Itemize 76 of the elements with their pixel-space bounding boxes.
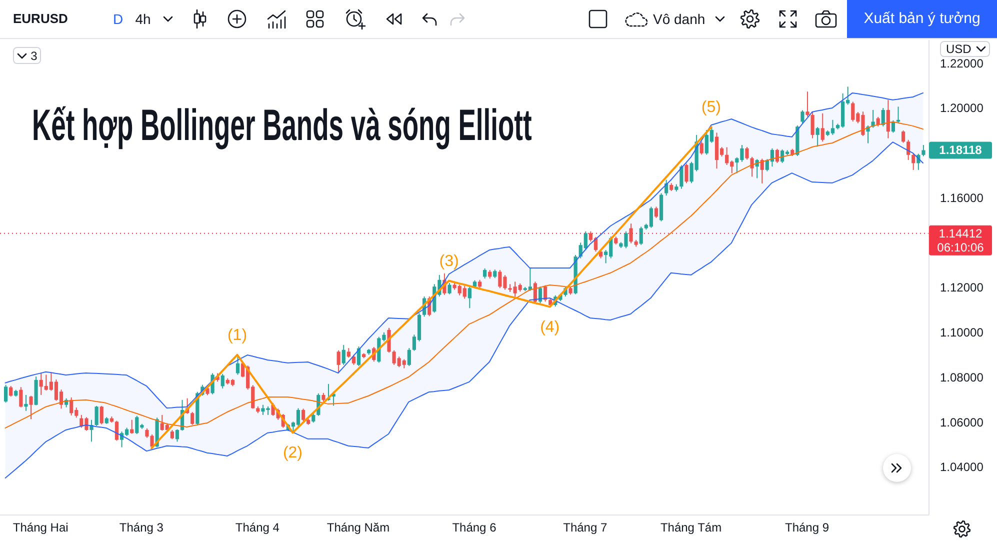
ref-line-label: 1.14412 [938,226,983,240]
publish-button: Xuất bản ý tưởng [847,0,997,38]
candlestick [538,286,542,304]
candlestick [468,286,472,309]
candlestick [700,141,704,156]
candlestick [301,408,306,422]
y-tick-label: 1.04000 [940,460,984,474]
annotation: (4) [540,318,560,336]
toolbar: EURUSD D 4h Vô danh Xuất bản ý tưởng [0,0,997,39]
candlestick [750,156,754,178]
candlestick [4,384,8,404]
legend-toggle: 3 [13,47,41,64]
x-tick-label: Tháng 6 [452,520,497,535]
candlestick [906,139,910,161]
candlestick [816,126,820,148]
candlestick [922,144,926,157]
text: 06:10:06 [937,240,984,254]
candlestick [312,412,316,424]
candlestick [90,419,94,442]
candlestick [820,112,824,142]
candlestick [9,385,13,398]
candlestick [901,130,906,144]
candlestick [684,163,688,184]
candlestick [800,110,804,124]
y-tick-label: 1.16000 [940,190,984,205]
candlestick [236,354,240,376]
candlestick [19,386,23,408]
annotation: (5) [701,98,721,116]
x-tick-label: Tháng Năm [326,520,390,535]
candlestick [24,394,28,412]
y-tick-label: 1.06000 [940,415,984,430]
candlestick [806,91,810,118]
annotation: (1) [227,326,248,344]
candlestick [336,350,340,374]
candlestick [629,223,633,244]
text: Kết hợp Bollinger Bands và sóng Elliott [32,100,532,150]
y-tick-label: 1.20000 [940,101,984,116]
x-tick-label: Tháng 9 [784,520,830,535]
candlestick [175,428,180,442]
y-tick-label: 1.10000 [940,326,984,340]
candlestick [544,284,548,302]
candlestick [170,429,174,440]
x-tick-label: Tháng 3 [119,520,164,535]
candlestick [654,206,658,218]
candlestick [29,395,33,420]
candlestick [352,354,356,366]
x-tick-label: Tháng Tám [660,520,722,535]
candlestick [639,226,643,246]
x-tick-label: Tháng 4 [235,520,280,535]
candlestick [680,164,684,190]
candlestick [190,412,194,426]
x-tick-label: Tháng Hai [12,520,68,535]
candlestick [810,110,814,139]
y-tick-label: 1.08000 [940,370,984,384]
annotation: (2) [282,444,302,462]
candlestick [342,344,346,366]
x-tick-label: Tháng 7 [563,520,608,535]
candlestick [94,405,98,426]
y-tick-label: 1.22000 [940,56,984,70]
candlestick [912,153,916,170]
candlestick [220,373,224,389]
currency-dropdown: USD [940,41,990,57]
annotation: 3 [30,49,38,63]
candlestick [886,99,890,139]
candlestick [482,268,487,280]
candlestick [346,348,350,358]
candlestick [745,146,749,160]
candlestick [407,348,411,367]
candlestick [114,420,119,442]
candlestick [448,282,452,295]
candlestick [881,107,885,127]
text: 1.18118 [939,143,982,158]
candlestick [871,110,875,128]
annotation: (3) [439,252,459,270]
candlestick [100,405,104,425]
y-tick-label: 1.12000 [940,280,984,295]
